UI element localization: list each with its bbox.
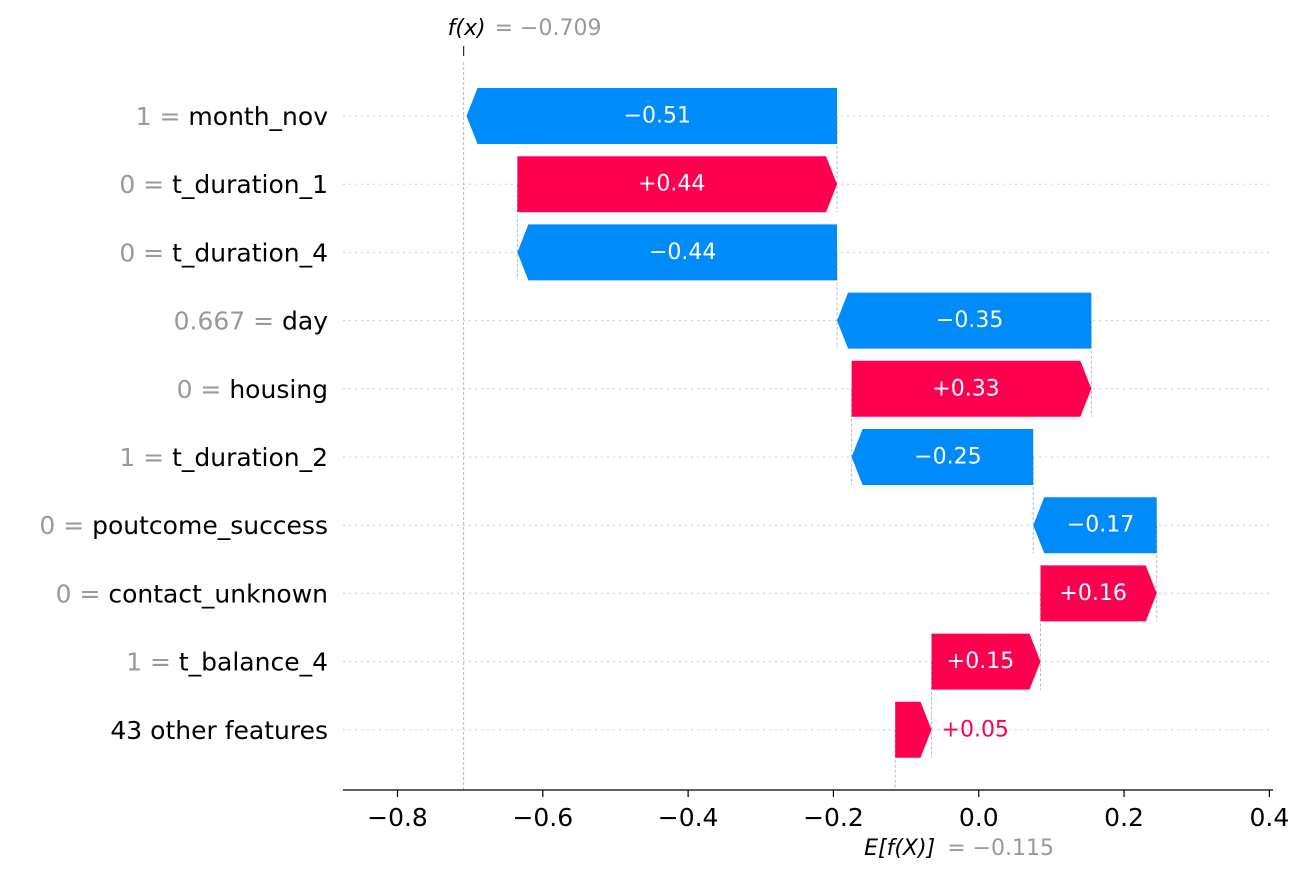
feature-label: 1 = t_balance_4 bbox=[126, 647, 328, 676]
bar-value-label: −0.44 bbox=[649, 240, 716, 265]
feature-name: 43 other features bbox=[110, 715, 328, 744]
feature-label: 0 = poutcome_success bbox=[39, 511, 328, 540]
bar-negative bbox=[837, 292, 1092, 349]
bar-value-label: −0.35 bbox=[936, 308, 1003, 333]
feature-label: 43 other features bbox=[110, 715, 328, 744]
feature-value: 1 = bbox=[126, 647, 179, 676]
feature-label: 0 = t_duration_1 bbox=[119, 170, 328, 199]
feature-name: month_nov bbox=[188, 102, 328, 131]
feature-value: 1 = bbox=[136, 102, 189, 131]
feature-name: day bbox=[282, 306, 328, 335]
feature-name: t_duration_2 bbox=[172, 443, 328, 472]
feature-value: 1 = bbox=[119, 443, 172, 472]
bar-positive bbox=[895, 701, 932, 758]
x-axis: −0.8 −0.6 −0.4 −0.2 0.0 0.2 0.4 bbox=[343, 789, 1289, 832]
feature-name: contact_unknown bbox=[108, 579, 328, 608]
feature-value: 0 = bbox=[119, 170, 172, 199]
feature-value: 0.667 = bbox=[174, 306, 282, 335]
bar-value-label: +0.05 bbox=[942, 717, 1009, 742]
x-tick-label: 0.2 bbox=[1104, 803, 1144, 832]
base-value-label: E[f(X)] bbox=[864, 836, 935, 861]
feature-value: 0 = bbox=[56, 579, 109, 608]
x-tick-label: −0.2 bbox=[803, 803, 864, 832]
bar-negative bbox=[466, 88, 838, 144]
base-value: = −0.115 bbox=[947, 836, 1054, 861]
feature-name: t_balance_4 bbox=[179, 647, 328, 676]
feature-name: housing bbox=[229, 374, 328, 403]
bar-negative bbox=[517, 224, 838, 281]
feature-value: 0 = bbox=[119, 238, 172, 267]
feature-label: 0 = housing bbox=[177, 374, 328, 403]
feature-name: poutcome_success bbox=[92, 511, 328, 540]
bar-value-label: −0.17 bbox=[1067, 513, 1134, 538]
feature-name: t_duration_1 bbox=[172, 170, 328, 199]
bar-value-label: +0.33 bbox=[932, 376, 999, 401]
feature-label: 0 = contact_unknown bbox=[56, 579, 328, 608]
bar-value-label: +0.44 bbox=[638, 172, 705, 197]
bar-value-label: −0.51 bbox=[624, 104, 691, 129]
bar-negative bbox=[851, 429, 1034, 485]
x-tick-label: −0.8 bbox=[367, 803, 428, 832]
bar-positive bbox=[517, 156, 838, 213]
bars: −0.51 +0.44 −0.44 −0.35 +0.33 −0.25 −0.17 +0.16… bbox=[466, 88, 1157, 758]
feature-value: 0 = bbox=[39, 511, 92, 540]
x-tick-label: −0.6 bbox=[512, 803, 573, 832]
feature-label: 1 = t_duration_2 bbox=[119, 443, 328, 472]
feature-label: 0.667 = day bbox=[174, 306, 329, 335]
x-tick-label: 0.0 bbox=[959, 803, 999, 832]
x-tick-label: −0.4 bbox=[658, 803, 719, 832]
bar-value-label: +0.15 bbox=[947, 649, 1014, 674]
bar-negative bbox=[1033, 497, 1157, 554]
feature-label: 1 = month_nov bbox=[136, 102, 329, 131]
fx-label: f(x) bbox=[448, 16, 486, 41]
base-annotation: E[f(X)] = −0.115 bbox=[864, 836, 1054, 861]
feature-value: 0 = bbox=[177, 374, 230, 403]
fx-value: = −0.709 bbox=[495, 16, 602, 41]
fx-annotation: f(x) = −0.709 bbox=[448, 16, 602, 41]
bar-value-label: −0.25 bbox=[914, 445, 981, 470]
feature-name: t_duration_4 bbox=[172, 238, 328, 267]
bar-positive bbox=[931, 633, 1041, 690]
feature-label: 0 = t_duration_4 bbox=[119, 238, 328, 267]
x-tick-label: 0.4 bbox=[1249, 803, 1289, 832]
bar-positive bbox=[1040, 565, 1157, 622]
bar-value-label: +0.16 bbox=[1059, 581, 1126, 606]
bar-positive bbox=[851, 360, 1092, 417]
